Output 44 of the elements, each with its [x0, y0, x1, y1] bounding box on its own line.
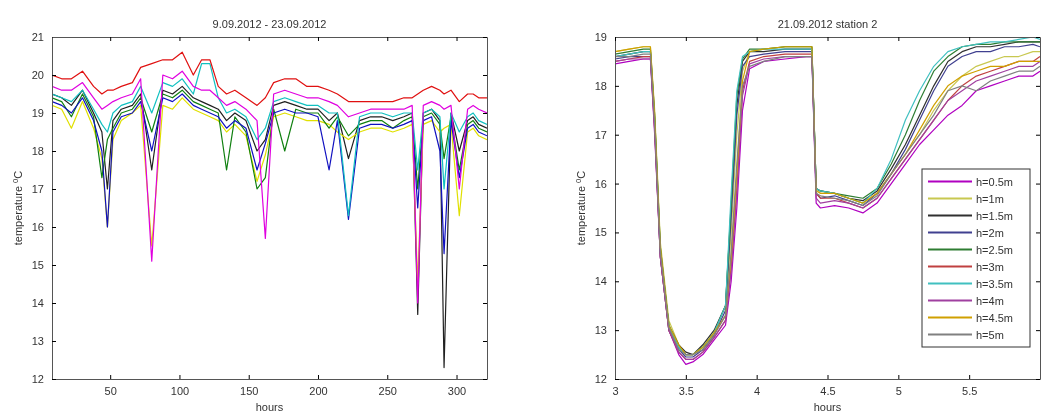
legend-label: h=1m — [976, 192, 1004, 205]
y-tick-label: 17 — [594, 128, 607, 141]
y-tick-label: 16 — [31, 221, 44, 234]
legend-label: h=0.5m — [976, 175, 1013, 188]
y-tick-label: 13 — [594, 324, 607, 337]
y-tick-label: 12 — [594, 373, 607, 386]
x-tick-label: 3 — [612, 384, 619, 397]
legend-label: h=3m — [976, 260, 1004, 273]
y-tick-label: 13 — [31, 335, 44, 348]
x-axis-title: hours — [813, 401, 842, 413]
x-tick-label: 300 — [447, 384, 467, 397]
chart-title: 21.09.2012 station 2 — [777, 18, 878, 30]
legend-label: h=1.5m — [976, 209, 1013, 222]
x-axis-title: hours — [255, 401, 284, 413]
y-tick-label: 20 — [31, 69, 44, 82]
y-tick-label: 16 — [594, 177, 607, 190]
y-tick-label: 15 — [594, 226, 607, 239]
x-tick-label: 4.5 — [820, 384, 836, 397]
y-tick-label: 18 — [594, 79, 607, 92]
y-tick-label: 21 — [31, 31, 44, 44]
y-tick-label: 19 — [594, 31, 607, 44]
x-tick-label: 3.5 — [678, 384, 694, 397]
legend-label: h=5m — [976, 328, 1004, 341]
x-tick-label: 100 — [170, 384, 190, 397]
x-tick-label: 200 — [309, 384, 328, 397]
y-tick-label: 17 — [31, 183, 44, 196]
y-tick-label: 12 — [31, 373, 44, 386]
legend-label: h=3.5m — [976, 277, 1013, 290]
y-tick-label: 14 — [31, 297, 44, 310]
y-tick-label: 19 — [31, 107, 44, 120]
x-tick-label: 5 — [895, 384, 902, 397]
x-tick-label: 50 — [104, 384, 117, 397]
x-tick-label: 5.5 — [962, 384, 978, 397]
legend-label: h=2.5m — [976, 243, 1013, 256]
y-tick-label: 14 — [594, 275, 607, 288]
legend-label: h=4.5m — [976, 311, 1013, 324]
x-tick-label: 250 — [378, 384, 397, 397]
x-tick-label: 4 — [754, 384, 761, 397]
y-tick-label: 18 — [31, 145, 44, 158]
x-tick-label: 150 — [240, 384, 259, 397]
y-tick-label: 15 — [31, 259, 44, 272]
chart-title: 9.09.2012 - 23.09.2012 — [212, 18, 327, 30]
legend-label: h=4m — [976, 294, 1004, 307]
legend-label: h=2m — [976, 226, 1004, 239]
